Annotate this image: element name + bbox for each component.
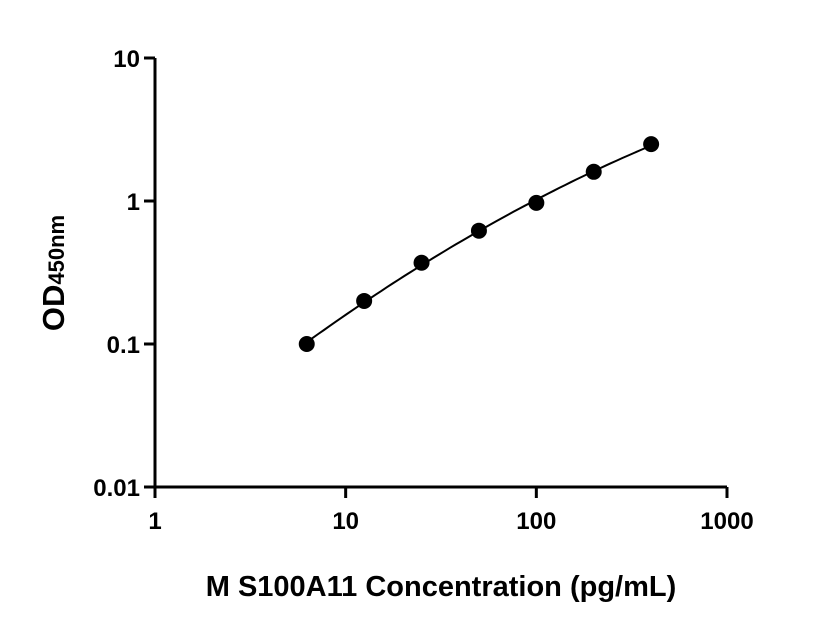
data-point: [585, 163, 602, 180]
x-tick-label: 100: [516, 508, 556, 535]
data-point: [413, 254, 430, 271]
tick-labels: 1 10 100 1000 0.01 0.1 1 10: [93, 46, 753, 535]
data-point: [356, 292, 373, 309]
x-tick-label: 10: [332, 508, 359, 535]
y-tick-label: 1: [127, 189, 140, 216]
data-point: [528, 194, 545, 211]
y-tick-label: 10: [113, 46, 140, 73]
axes: [144, 56, 729, 498]
y-axis-label: OD450nm: [36, 215, 71, 331]
y-axis-label-main: OD: [36, 285, 71, 332]
data-points: [298, 136, 660, 352]
data-point: [643, 136, 660, 153]
x-tick-label: 1: [148, 508, 161, 535]
data-point: [298, 336, 315, 352]
x-tick-label: 1000: [700, 508, 753, 535]
y-tick-label: 0.1: [107, 332, 140, 359]
data-point: [470, 222, 487, 239]
x-axis-label: M S100A11 Concentration (pg/mL): [206, 571, 677, 603]
y-axis-label-sub: 450nm: [44, 215, 69, 285]
y-tick-label: 0.01: [93, 475, 140, 502]
